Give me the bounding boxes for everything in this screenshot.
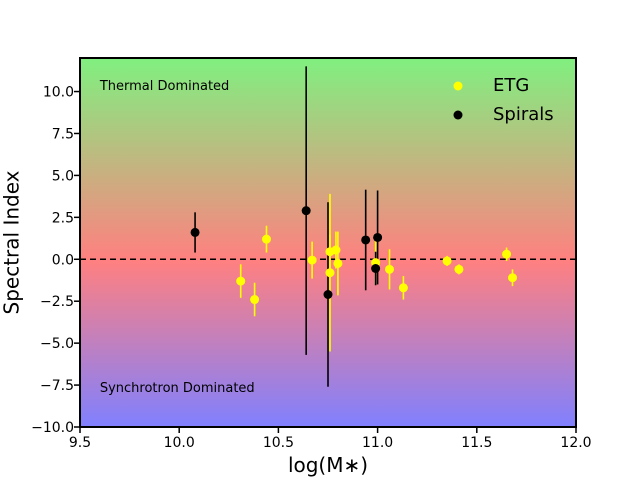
spirals-legend-label: Spirals [493,104,554,125]
etg-point [442,256,452,266]
etg-legend-marker [453,81,463,91]
etg-point [307,255,317,265]
etg-point [236,276,246,286]
plot-frame [79,57,577,428]
etg-point [331,245,341,255]
y-tick-label: 7.5 [52,126,74,142]
etg-point [454,264,464,274]
y-axis-ticks: −10.0 −7.5 −5.0 −2.5 0.0 2.5 5.0 7.5 10.0 [31,85,80,436]
x-tick-label: 11.0 [362,435,393,451]
etg-point [502,249,512,259]
etg-point [333,258,343,268]
x-tick-label: 12.0 [560,435,591,451]
annotations: Thermal Dominated Synchrotron Dominated [99,79,255,396]
legend: ETG Spirals [453,75,554,125]
y-tick-label: 2.5 [52,210,74,226]
x-tick-label: 10.5 [263,435,294,451]
spirals-point [323,289,333,299]
etg-point [508,273,518,283]
spirals-point [361,235,371,245]
data-points [190,206,518,305]
x-tick-label: 11.5 [461,435,492,451]
spirals-point [371,263,381,273]
y-tick-label: −7.5 [40,378,74,394]
x-tick-label: 9.5 [69,435,91,451]
region-annotation: Synchrotron Dominated [100,381,255,396]
y-tick-label: −5.0 [40,336,74,352]
x-axis-ticks: 9.5 10.0 10.5 11.0 11.5 12.0 [69,427,592,451]
etg-legend-label: ETG [493,75,529,96]
x-tick-label: 10.0 [164,435,195,451]
y-tick-label: −10.0 [31,420,74,436]
etg-point [250,295,260,305]
region-annotation: Thermal Dominated [99,79,229,94]
y-tick-label: 10.0 [43,85,74,101]
etg-point [261,234,271,244]
x-axis-title: log(M∗) [288,453,368,477]
spirals-point [190,227,200,237]
etg-point [325,268,335,278]
etg-point [398,283,408,293]
y-axis-title: Spectral Index [0,170,24,314]
y-tick-label: 0.0 [52,252,74,268]
spirals-point [301,206,311,216]
y-tick-label: 5.0 [52,168,74,184]
y-tick-label: −2.5 [40,294,74,310]
etg-point [385,264,395,274]
spirals-point [373,232,383,242]
spirals-legend-marker [453,110,463,120]
